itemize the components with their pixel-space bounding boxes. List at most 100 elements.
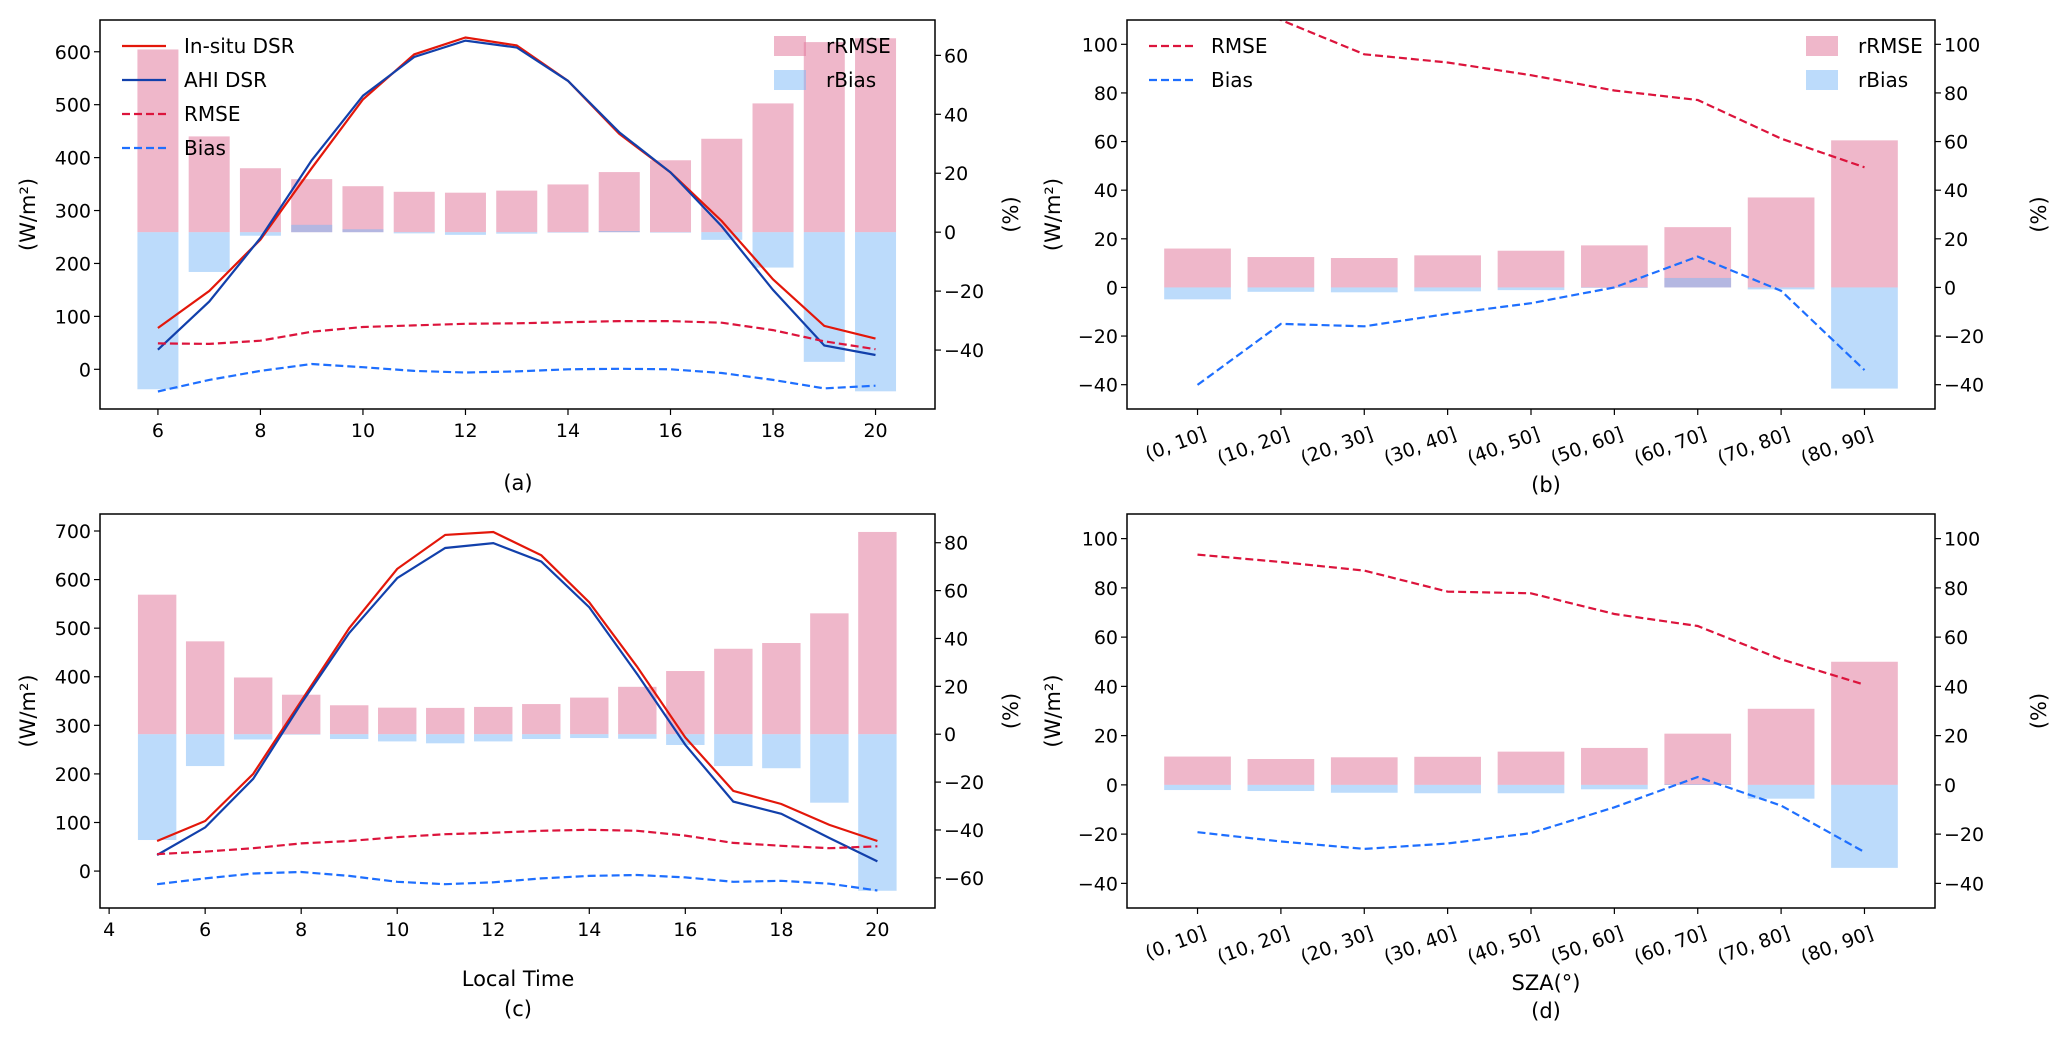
rrmse-bar (233, 677, 273, 735)
y-tick-label: 200 (55, 764, 91, 786)
panel-caption: (c) (504, 997, 532, 1021)
y2-axis-label: (%) (999, 196, 1023, 232)
y2-tick-label: 0 (1944, 775, 1956, 797)
y-tick-label: 200 (55, 253, 91, 275)
legend-patch-swatch (774, 70, 806, 90)
y-axis-label: (W/m²) (1041, 674, 1065, 747)
y2-tick-label: 20 (944, 676, 968, 698)
rmse-line (157, 320, 876, 351)
ahi-dsr-line (157, 39, 876, 357)
rbias-bar (1164, 287, 1231, 300)
y-tick-label: 600 (55, 570, 91, 592)
rrmse-bar (1164, 248, 1231, 288)
y2-tick-label: −20 (944, 281, 984, 303)
rbias-bar (188, 232, 230, 272)
x-tick-label: (60, 70] (1631, 423, 1709, 469)
y-tick-label: 600 (55, 42, 91, 64)
rbias-bar (1831, 287, 1898, 389)
bias-line (156, 870, 878, 892)
bias-line (1196, 255, 1866, 386)
rrmse-bar (701, 138, 743, 233)
rbias-bar (1164, 784, 1231, 791)
chart-panel-c: 0 100 200 300 400 500 600 700 −60 −40 −20 0 20 40 60 80… (16, 513, 1023, 1021)
y-tick-label: 80 (1094, 578, 1118, 600)
y-tick-label: −20 (1078, 824, 1118, 846)
rbias-bar (701, 232, 743, 240)
rbias-bar (714, 734, 753, 767)
x-tick-label: 14 (577, 919, 601, 941)
rrmse-bar (666, 671, 705, 735)
y-tick-label: 0 (1106, 277, 1118, 299)
y2-tick-label: 40 (1944, 676, 1968, 698)
y-axis-label: (W/m²) (16, 674, 40, 747)
x-tick-label: (30, 40] (1381, 922, 1459, 968)
rbias-bar (1414, 784, 1481, 794)
y-tick-label: −40 (1078, 375, 1118, 397)
y-tick-label: 60 (1094, 627, 1118, 649)
rbias-bar (291, 224, 333, 233)
legend-patch-swatch (1806, 36, 1838, 56)
x-tick-label: 10 (351, 420, 375, 442)
rbias-bar (1330, 784, 1398, 793)
chart-panel-b: −40 −20 0 20 40 60 80 100 −40 −20 0 20 40 60 80 100 (0, … (1041, 19, 2051, 497)
y2-tick-label: 60 (944, 45, 968, 67)
x-tick-label: (80, 90] (1798, 423, 1876, 469)
x-tick-label: (0, 10] (1142, 423, 1209, 465)
rrmse-bar (522, 704, 561, 735)
rmse-line (1278, 20, 1865, 169)
rbias-bar (1747, 287, 1815, 290)
rrmse-bar (1581, 747, 1648, 785)
rbias-bar (137, 232, 179, 390)
rbias-bar (598, 231, 640, 233)
y2-tick-label: −20 (1944, 824, 1984, 846)
y-tick-label: 300 (55, 201, 91, 223)
rbias-bar (1247, 287, 1315, 292)
rrmse-bar (547, 184, 589, 233)
x-tick-label: 14 (556, 420, 580, 442)
rrmse-bar (188, 136, 230, 233)
rbias-bar (137, 734, 177, 841)
x-tick-label: 16 (658, 420, 682, 442)
y-tick-label: 0 (79, 861, 91, 883)
rrmse-bar (1164, 756, 1231, 785)
y2-tick-label: 0 (944, 724, 956, 746)
rbias-bar (858, 734, 897, 891)
x-tick-label: (30, 40] (1381, 423, 1459, 469)
x-tick-label: 20 (863, 420, 887, 442)
y2-tick-label: −20 (1944, 326, 1984, 348)
y2-axis-label: (%) (2027, 196, 2051, 232)
rrmse-bar (378, 707, 417, 735)
rbias-bar (803, 232, 845, 362)
rbias-bar (342, 229, 384, 233)
y-tick-label: 0 (79, 359, 91, 381)
y2-tick-label: 60 (1944, 132, 1968, 154)
rrmse-bar (762, 643, 801, 735)
rrmse-bar (1497, 250, 1565, 288)
rbias-bar (233, 734, 273, 740)
rbias-bar (185, 734, 225, 767)
x-tick-label: (40, 50] (1464, 922, 1542, 968)
y-tick-label: −20 (1078, 326, 1118, 348)
rrmse-bar (1330, 258, 1398, 288)
y-tick-label: 40 (1094, 180, 1118, 202)
x-tick-label: 16 (673, 919, 697, 941)
x-tick-label: (10, 20] (1214, 922, 1292, 968)
y-tick-label: −40 (1078, 873, 1118, 895)
x-tick-label: (10, 20] (1214, 423, 1292, 469)
y2-tick-label: 60 (1944, 627, 1968, 649)
y2-tick-label: 40 (944, 104, 968, 126)
rmse-line (1197, 553, 1865, 686)
rbias-bar (666, 734, 705, 745)
y2-tick-label: −20 (944, 772, 984, 794)
rbias-bar (547, 232, 589, 233)
x-tick-label: (0, 10] (1142, 922, 1209, 964)
rbias-bar (474, 734, 513, 742)
y-tick-label: 80 (1094, 83, 1118, 105)
y2-tick-label: −60 (944, 868, 984, 890)
legend-label: rBias (826, 68, 876, 92)
rrmse-bar (1414, 255, 1481, 288)
x-tick-label: (50, 60] (1548, 423, 1626, 469)
y-tick-label: 100 (55, 306, 91, 328)
chart-panel-a: 0 100 200 300 400 500 600 −40 −20 0 20 40 60 6 8 10 12 14… (16, 19, 1023, 495)
